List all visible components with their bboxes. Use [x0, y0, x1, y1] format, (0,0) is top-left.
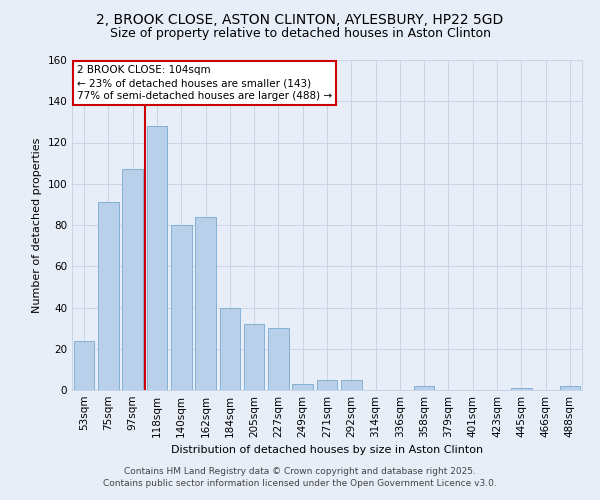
- Bar: [317, 380, 337, 390]
- Text: 2 BROOK CLOSE: 104sqm
← 23% of detached houses are smaller (143)
77% of semi-det: 2 BROOK CLOSE: 104sqm ← 23% of detached …: [77, 65, 332, 102]
- Bar: [146, 126, 167, 390]
- Text: Contains HM Land Registry data © Crown copyright and database right 2025.
Contai: Contains HM Land Registry data © Crown c…: [103, 466, 497, 487]
- Bar: [292, 384, 313, 390]
- Bar: [414, 386, 434, 390]
- Bar: [220, 308, 240, 390]
- Bar: [268, 328, 289, 390]
- Bar: [171, 225, 191, 390]
- Y-axis label: Number of detached properties: Number of detached properties: [32, 138, 42, 312]
- Bar: [74, 340, 94, 390]
- Text: Size of property relative to detached houses in Aston Clinton: Size of property relative to detached ho…: [110, 28, 491, 40]
- Bar: [511, 388, 532, 390]
- X-axis label: Distribution of detached houses by size in Aston Clinton: Distribution of detached houses by size …: [171, 446, 483, 456]
- Bar: [98, 202, 119, 390]
- Bar: [560, 386, 580, 390]
- Bar: [341, 380, 362, 390]
- Bar: [195, 217, 216, 390]
- Bar: [122, 170, 143, 390]
- Text: 2, BROOK CLOSE, ASTON CLINTON, AYLESBURY, HP22 5GD: 2, BROOK CLOSE, ASTON CLINTON, AYLESBURY…: [97, 12, 503, 26]
- Bar: [244, 324, 265, 390]
